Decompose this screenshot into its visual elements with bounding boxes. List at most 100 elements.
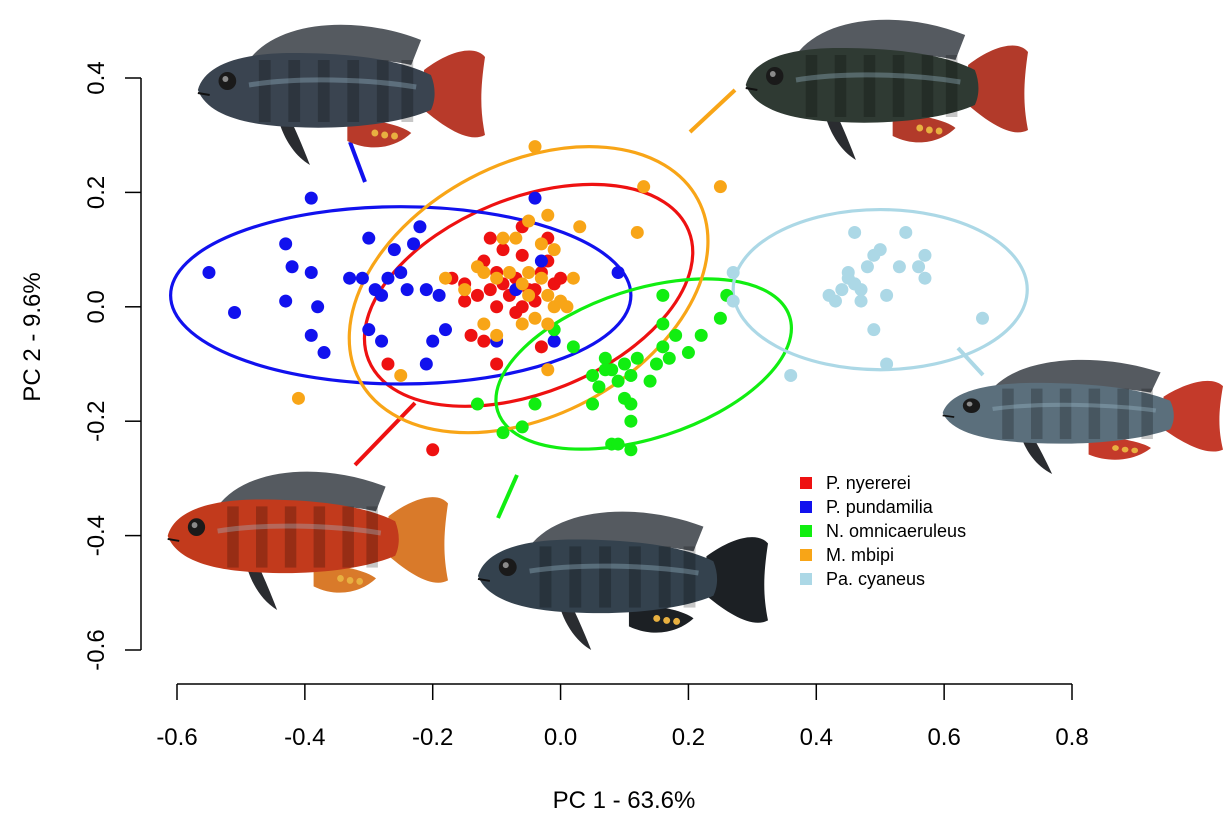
data-point: [848, 225, 862, 239]
data-point: [426, 443, 440, 457]
y-axis: -0.6 -0.4 -0.2 0.0 0.2 0.4: [83, 61, 142, 671]
data-point: [490, 300, 504, 314]
data-point: [713, 180, 727, 194]
data-point: [611, 374, 625, 388]
x-tick-label: 0.0: [544, 724, 577, 751]
data-point: [355, 271, 369, 285]
data-point: [547, 334, 561, 348]
data-point: [541, 288, 555, 302]
confidence-ellipse: [362, 182, 695, 408]
data-point: [541, 208, 555, 222]
data-point: [630, 351, 644, 365]
data-point: [592, 380, 606, 394]
data-point: [681, 346, 695, 360]
data-point: [566, 340, 580, 354]
data-point: [483, 283, 497, 297]
data-point: [656, 340, 670, 354]
data-point: [669, 328, 683, 342]
data-point: [515, 248, 529, 262]
legend-label: M. mbipi: [826, 545, 894, 565]
x-tick-label: -0.2: [412, 724, 453, 751]
data-point: [918, 248, 932, 262]
x-tick-label: -0.6: [156, 724, 197, 751]
data-point: [419, 357, 433, 371]
data-point: [860, 260, 874, 274]
data-point: [892, 260, 906, 274]
data-point: [426, 334, 440, 348]
data-point: [534, 254, 548, 268]
x-tick-label: -0.4: [284, 724, 325, 751]
legend-swatch: [800, 477, 812, 489]
data-point: [407, 237, 421, 251]
data-point: [726, 265, 740, 279]
data-point: [464, 328, 478, 342]
data-point: [547, 243, 561, 257]
data-point: [841, 265, 855, 279]
confidence-ellipse: [494, 277, 793, 451]
x-tick-label: 0.4: [800, 724, 833, 751]
data-point: [848, 277, 862, 291]
data-point: [598, 363, 612, 377]
data-point: [522, 288, 536, 302]
data-point: [470, 397, 484, 411]
data-point: [624, 414, 638, 428]
data-point: [509, 231, 523, 245]
x-tick-label: 0.2: [672, 724, 705, 751]
data-point: [573, 220, 587, 234]
x-tick-label: 0.6: [927, 724, 960, 751]
data-point: [918, 271, 932, 285]
fish-leader-line: [348, 141, 367, 183]
data-point: [912, 260, 926, 274]
data-point: [713, 311, 727, 325]
data-point: [649, 357, 663, 371]
data-point: [835, 283, 849, 297]
data-point: [304, 328, 318, 342]
data-point: [624, 368, 638, 382]
data-point: [375, 288, 389, 302]
data-point: [304, 265, 318, 279]
data-point: [400, 283, 414, 297]
legend-swatch: [800, 501, 812, 513]
fish-photo: [745, 19, 1028, 160]
fish-leader-line: [353, 401, 417, 467]
y-axis-title: PC 2 - 9.6%: [19, 272, 46, 401]
data-point: [899, 225, 913, 239]
fish-images: [167, 19, 1223, 650]
data-point: [624, 397, 638, 411]
data-point: [611, 265, 625, 279]
data-point: [291, 391, 305, 405]
data-point: [873, 243, 887, 257]
data-point: [483, 231, 497, 245]
data-point: [413, 220, 427, 234]
data-point: [470, 288, 484, 302]
data-point: [490, 357, 504, 371]
data-point: [317, 346, 331, 360]
data-point: [458, 294, 472, 308]
data-point: [528, 397, 542, 411]
data-point: [784, 368, 798, 382]
y-tick-label: 0.4: [83, 61, 110, 94]
data-point: [637, 180, 651, 194]
data-point: [854, 294, 868, 308]
data-point: [490, 328, 504, 342]
data-point: [534, 271, 548, 285]
data-point: [394, 265, 408, 279]
legend: P. nyererei P. pundamilia N. omnicaeruleus…: [800, 473, 966, 589]
data-point: [560, 300, 574, 314]
y-tick-label: 0.2: [83, 176, 110, 209]
data-point: [528, 311, 542, 325]
data-point: [618, 357, 631, 371]
data-point: [694, 328, 708, 342]
fish-photo: [942, 359, 1223, 474]
data-point: [528, 140, 542, 154]
data-point: [343, 271, 357, 285]
data-point: [202, 265, 216, 279]
data-point: [515, 300, 529, 314]
data-point: [490, 271, 504, 285]
data-point: [867, 323, 881, 337]
legend-label: P. nyererei: [826, 473, 911, 493]
data-point: [496, 231, 510, 245]
data-point: [828, 294, 842, 308]
data-point: [502, 265, 516, 279]
data-point: [470, 260, 484, 274]
